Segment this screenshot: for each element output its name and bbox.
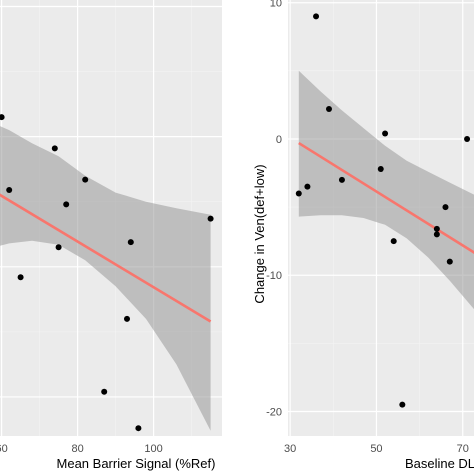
x-tick-label: 80 xyxy=(71,443,83,455)
data-point xyxy=(51,145,58,152)
right-y-axis-title: Change in Ven(def+low) xyxy=(252,164,267,303)
data-point xyxy=(433,231,440,238)
data-point xyxy=(207,215,214,222)
data-point xyxy=(135,425,142,432)
data-point xyxy=(399,401,406,408)
data-point xyxy=(464,135,471,142)
right-confidence-band xyxy=(298,70,474,310)
left-x-axis-title: Mean Barrier Signal (%Ref) xyxy=(57,456,216,471)
data-point xyxy=(55,244,62,251)
y-tick-label: 0 xyxy=(276,134,282,146)
data-point xyxy=(390,238,397,245)
data-point xyxy=(82,176,89,183)
y-tick-label: 10 xyxy=(270,0,282,10)
y-tick-label: -10 xyxy=(266,270,282,282)
data-point xyxy=(313,13,320,20)
data-point xyxy=(127,239,134,246)
data-point xyxy=(6,187,13,194)
left-panel: 60 80 100 Mean Barrier Signal (%Ref) xyxy=(0,0,222,471)
data-point xyxy=(442,204,449,211)
right-x-axis-title: Baseline DL xyxy=(405,456,474,471)
data-point xyxy=(325,106,332,112)
left-x-tick-labels: 60 80 100 xyxy=(0,443,163,455)
data-point xyxy=(377,165,384,172)
data-point xyxy=(446,258,453,265)
data-point xyxy=(101,388,108,395)
x-tick-label: 30 xyxy=(284,443,296,455)
data-point xyxy=(304,183,311,190)
data-point xyxy=(295,190,302,197)
data-point xyxy=(382,130,389,137)
x-tick-label: 70 xyxy=(457,443,469,455)
data-point xyxy=(124,315,130,322)
left-data-points xyxy=(0,114,214,432)
right-tick-labels: 30 50 70 -20 -10 0 10 xyxy=(266,0,469,455)
left-fit-line xyxy=(0,193,212,323)
y-tick-label: -20 xyxy=(266,406,282,418)
x-tick-label: 60 xyxy=(0,443,8,455)
data-point xyxy=(0,114,5,121)
data-point xyxy=(338,176,345,183)
x-tick-label: 100 xyxy=(144,443,162,455)
data-point xyxy=(433,225,440,232)
right-panel: 30 50 70 -20 -10 0 10 Baseline DL Change in Ve… xyxy=(252,0,474,471)
right-fit-line xyxy=(298,141,474,254)
right-data-points xyxy=(295,13,471,408)
left-confidence-band xyxy=(0,126,211,431)
x-tick-label: 50 xyxy=(370,443,382,455)
data-point xyxy=(17,274,24,281)
data-point xyxy=(63,201,70,208)
